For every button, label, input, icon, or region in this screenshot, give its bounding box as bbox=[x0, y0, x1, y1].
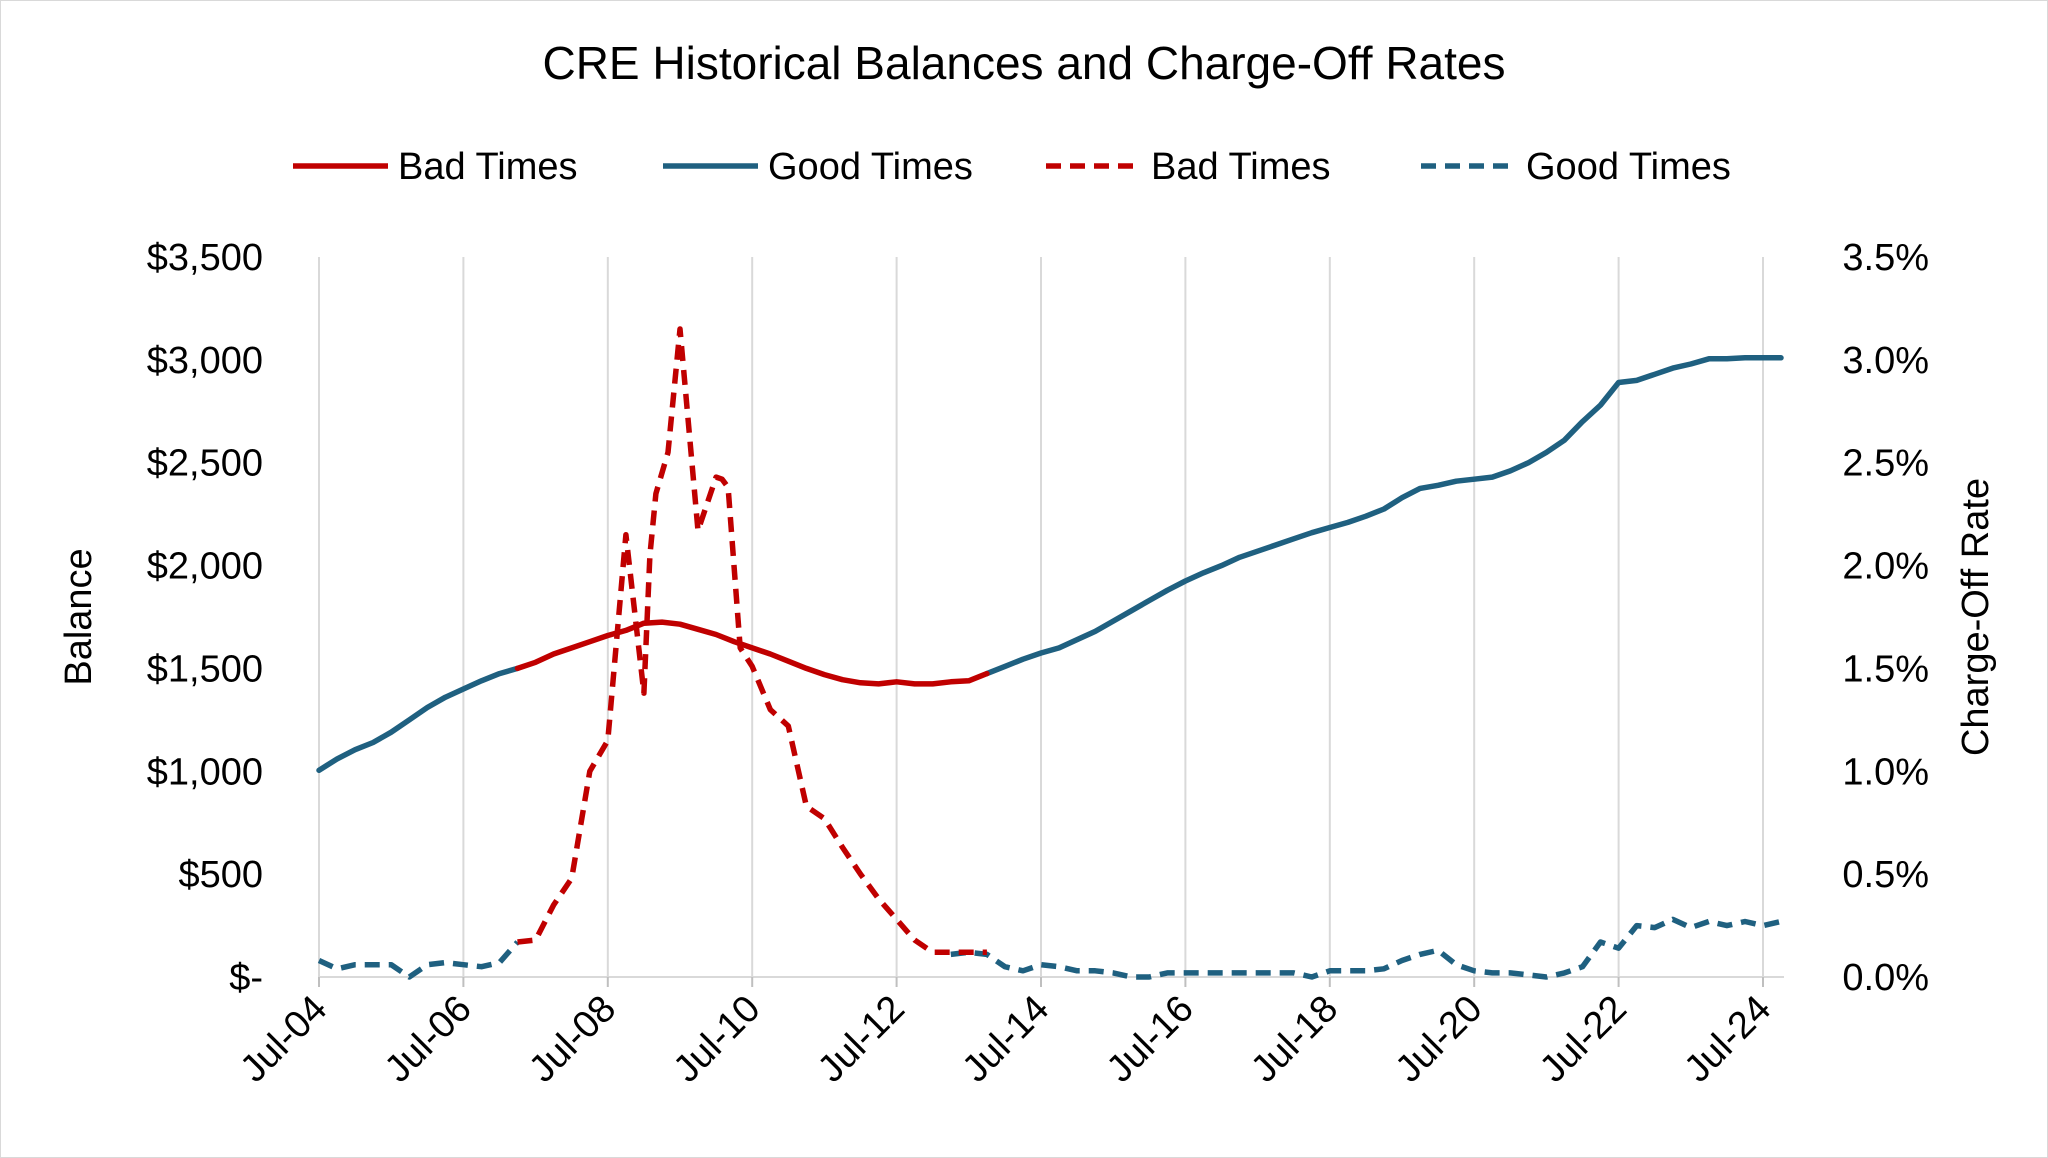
x-tick-label: Jul-08 bbox=[521, 988, 624, 1091]
left-tick-label: $3,500 bbox=[147, 237, 263, 279]
bad-times-solid-line bbox=[514, 619, 990, 687]
left-axis: $- $500 $1,000 $1,500 $2,000 $2,500 $3,000 $3,5… bbox=[147, 237, 263, 999]
x-tick-label: Jul-04 bbox=[232, 988, 335, 1091]
right-tick-label: 3.0% bbox=[1842, 340, 1929, 382]
right-tick-label: 3.5% bbox=[1842, 237, 1929, 279]
chart-legend: Bad Times Good Times Bad Times Good Times bbox=[293, 146, 1731, 188]
x-axis: Jul-04 Jul-06 Jul-08 Jul-10 Jul-12 Jul-14 Jul-… bbox=[232, 977, 1779, 1091]
series-layer bbox=[316, 326, 1784, 980]
legend-label: Good Times bbox=[1526, 146, 1731, 188]
x-tick-label: Jul-10 bbox=[666, 988, 769, 1091]
left-tick-label: $1,500 bbox=[147, 648, 263, 690]
left-axis-title: Balance bbox=[58, 548, 100, 685]
left-tick-label: $- bbox=[229, 957, 263, 999]
good-times-dashed-line bbox=[317, 916, 1782, 980]
right-tick-label: 2.5% bbox=[1842, 443, 1929, 485]
good-times-solid-line bbox=[316, 355, 1784, 774]
legend-item: Good Times bbox=[663, 146, 973, 188]
right-tick-label: 0.0% bbox=[1842, 957, 1929, 999]
right-tick-label: 0.5% bbox=[1842, 854, 1929, 896]
x-tick-label: Jul-12 bbox=[810, 988, 913, 1091]
left-tick-label: $500 bbox=[178, 854, 263, 896]
left-tick-label: $2,000 bbox=[147, 546, 263, 588]
right-tick-label: 1.0% bbox=[1842, 751, 1929, 793]
right-axis: 0.0% 0.5% 1.0% 1.5% 2.0% 2.5% 3.0% 3.5% bbox=[1842, 237, 1929, 999]
x-tick-label: Jul-16 bbox=[1099, 988, 1202, 1091]
legend-label: Bad Times bbox=[398, 146, 578, 188]
x-tick-label: Jul-22 bbox=[1532, 988, 1635, 1091]
x-tick-label: Jul-18 bbox=[1243, 988, 1346, 1091]
x-tick-label: Jul-14 bbox=[954, 988, 1057, 1091]
right-tick-label: 1.5% bbox=[1842, 648, 1929, 690]
legend-item: Bad Times bbox=[1046, 146, 1331, 188]
right-tick-label: 2.0% bbox=[1842, 546, 1929, 588]
x-tick-label: Jul-20 bbox=[1388, 988, 1491, 1091]
grid-lines bbox=[318, 257, 1784, 978]
right-axis-title: Charge-Off Rate bbox=[1955, 478, 1997, 756]
legend-item: Good Times bbox=[1421, 146, 1731, 188]
chart-title: CRE Historical Balances and Charge-Off R… bbox=[542, 37, 1505, 89]
legend-label: Bad Times bbox=[1151, 146, 1331, 188]
legend-label: Good Times bbox=[768, 146, 973, 188]
left-tick-label: $3,000 bbox=[147, 340, 263, 382]
legend-item: Bad Times bbox=[293, 146, 578, 188]
left-tick-label: $1,000 bbox=[147, 751, 263, 793]
x-tick-label: Jul-06 bbox=[377, 988, 480, 1091]
left-tick-label: $2,500 bbox=[147, 443, 263, 485]
x-tick-label: Jul-24 bbox=[1676, 988, 1779, 1091]
